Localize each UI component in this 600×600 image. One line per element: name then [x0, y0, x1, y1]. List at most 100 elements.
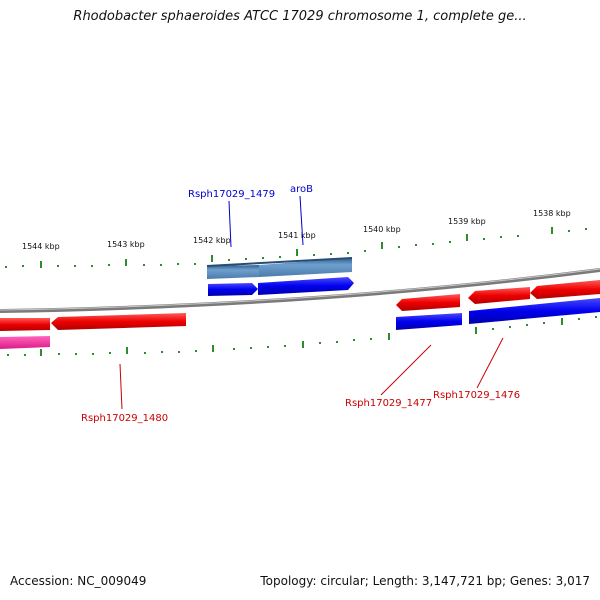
tick — [57, 265, 59, 267]
tick — [492, 328, 494, 330]
forward-genes[interactable] — [208, 277, 600, 330]
tick-major — [302, 341, 304, 348]
tick — [595, 316, 597, 318]
tick — [370, 338, 372, 340]
tick — [347, 252, 349, 254]
gene-rsph17029-1477[interactable] — [396, 313, 462, 330]
tick-major — [40, 261, 42, 268]
tick — [245, 258, 247, 260]
label-rsph17029-1479[interactable]: Rsph17029_1479 — [188, 189, 275, 200]
topology-text: Topology: circular; Length: 3,147,721 bp… — [260, 574, 590, 588]
tick — [91, 265, 93, 267]
tick — [58, 353, 60, 355]
label-leaders — [119, 195, 504, 410]
tick-major — [561, 318, 563, 325]
tick — [568, 230, 570, 232]
tick-major — [212, 345, 214, 352]
tick — [178, 351, 180, 353]
map-title: Rhodobacter sphaeroides ATCC 17029 chrom… — [73, 9, 527, 24]
tick — [398, 246, 400, 248]
tick-major — [125, 259, 127, 266]
tick-major — [466, 234, 468, 241]
scale-label: 1538 kbp — [533, 209, 571, 218]
tick — [509, 326, 511, 328]
reverse-genes[interactable] — [0, 280, 600, 331]
gene-rsph17029-1479[interactable] — [208, 283, 258, 296]
tick — [500, 236, 502, 238]
gene-rsph17029-1476[interactable] — [469, 298, 600, 324]
tick — [144, 352, 146, 354]
tick — [262, 257, 264, 259]
tick — [319, 342, 321, 344]
tick — [5, 266, 7, 268]
tick-major — [40, 349, 42, 356]
gene-rsph17029-1480[interactable] — [51, 313, 186, 330]
tick — [267, 346, 269, 348]
gene-arob[interactable] — [258, 277, 354, 295]
scale-ticks-upper — [5, 227, 587, 268]
tick — [160, 264, 162, 266]
tick — [74, 265, 76, 267]
tick — [313, 254, 315, 256]
gene-reverse[interactable] — [0, 318, 50, 331]
tick-major — [551, 227, 553, 234]
tick — [177, 263, 179, 265]
tick — [449, 241, 451, 243]
scale-label: 1542 kbp — [193, 236, 231, 245]
tick — [364, 250, 366, 252]
tick — [578, 318, 580, 320]
label-rsph17029-1476[interactable]: Rsph17029_1476 — [433, 390, 520, 401]
tick — [250, 347, 252, 349]
operon-block[interactable] — [207, 265, 259, 279]
label-rsph17029-1480[interactable]: Rsph17029_1480 — [81, 413, 168, 424]
tick — [143, 264, 145, 266]
tick — [353, 339, 355, 341]
tick — [22, 265, 24, 267]
tick — [161, 351, 163, 353]
tick — [75, 353, 77, 355]
genome-backbone-highlight — [0, 268, 600, 311]
leader-rsph17029-1477 — [380, 344, 432, 396]
tick — [233, 348, 235, 350]
accession-text: Accession: NC_009049 — [10, 574, 147, 588]
tick — [432, 243, 434, 245]
scale-label: 1540 kbp — [363, 225, 401, 234]
scale-ticks-lower — [7, 316, 597, 356]
genome-backbone — [0, 268, 600, 313]
gene-reverse[interactable] — [530, 280, 600, 299]
scale-label: 1541 kbp — [278, 231, 316, 240]
tick — [543, 322, 545, 324]
leader-rsph17029-1476 — [476, 337, 504, 389]
tick-major — [388, 333, 390, 340]
tick — [228, 259, 230, 261]
tick-major — [296, 249, 298, 256]
tick — [517, 235, 519, 237]
operon-block[interactable] — [259, 258, 352, 277]
gene-reverse[interactable] — [396, 294, 460, 311]
tick-major — [381, 242, 383, 249]
tick — [330, 253, 332, 255]
tick — [24, 354, 26, 356]
tick — [284, 345, 286, 347]
pseudo-gene[interactable] — [0, 336, 50, 349]
tick-major — [211, 255, 213, 262]
label-rsph17029-1477[interactable]: Rsph17029_1477 — [345, 398, 432, 409]
tick — [475, 327, 477, 334]
tick — [279, 256, 281, 258]
tick — [109, 352, 111, 354]
tick — [7, 354, 9, 356]
tick — [415, 244, 417, 246]
tick — [92, 353, 94, 355]
tick — [526, 324, 528, 326]
tick — [195, 350, 197, 352]
operon-feature[interactable] — [206, 257, 353, 279]
gene-reverse[interactable] — [468, 287, 530, 304]
label-arob[interactable]: aroB — [290, 184, 313, 195]
leader-arob — [299, 195, 304, 246]
tick — [108, 264, 110, 266]
tick — [194, 263, 196, 265]
tick-major — [126, 347, 128, 354]
leader-rsph17029-1479 — [228, 200, 232, 248]
operon-top-edge — [206, 257, 353, 267]
